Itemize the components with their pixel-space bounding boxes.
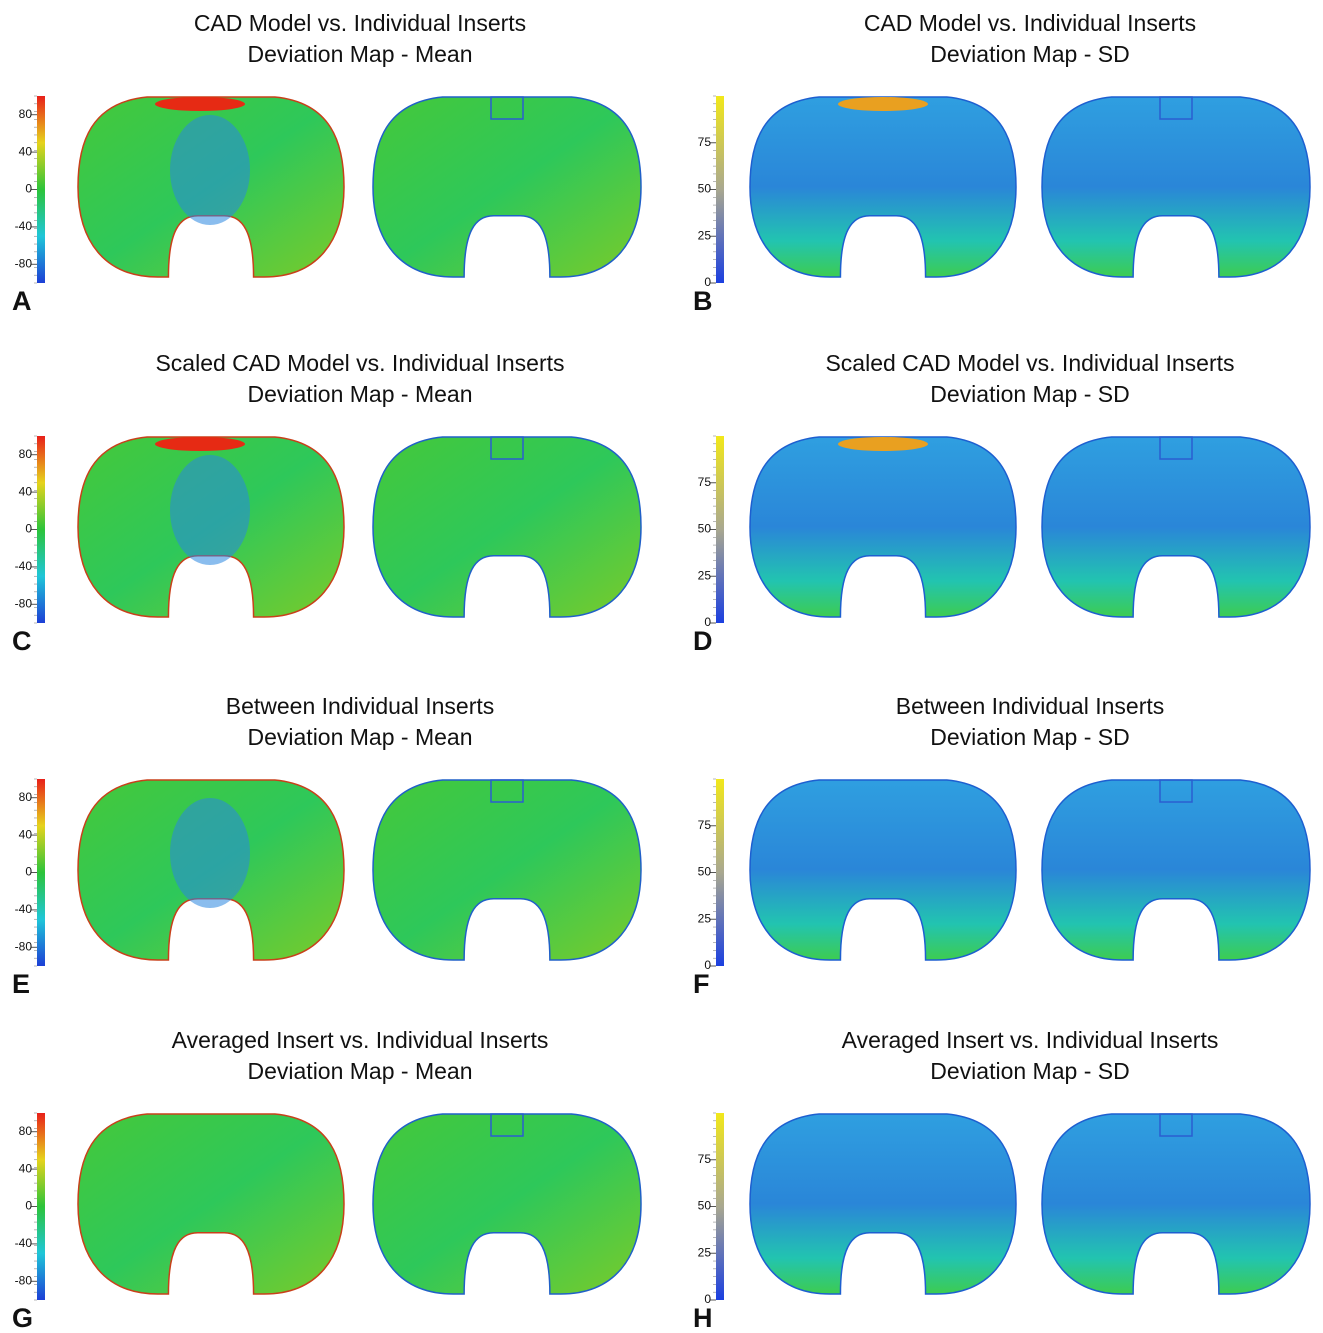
colorbar: [716, 1113, 724, 1300]
colorbar: [716, 96, 724, 283]
tick-label: 75: [698, 818, 712, 832]
tick-label: 75: [698, 475, 712, 489]
panel-label: E: [12, 969, 30, 999]
insert-map: [373, 780, 641, 960]
insert-map: [373, 97, 641, 277]
insert-map: [750, 97, 1016, 277]
insert-map: [1042, 97, 1310, 277]
panel-title: Between Individual Inserts: [226, 693, 495, 719]
panel: Scaled CAD Model vs. Individual Inserts D…: [693, 350, 1310, 656]
hot-spot: [838, 437, 928, 451]
panel-title: Deviation Map - Mean: [248, 724, 473, 750]
panel-title: CAD Model vs. Individual Inserts: [194, 10, 526, 36]
panel-title: Scaled CAD Model vs. Individual Inserts: [825, 350, 1234, 376]
panel-title: CAD Model vs. Individual Inserts: [864, 10, 1196, 36]
panel-title: Deviation Map - SD: [930, 41, 1129, 67]
tick-label: 0: [704, 958, 711, 972]
tick-label: -40: [15, 902, 33, 916]
tick-label: 25: [698, 228, 712, 242]
tick-label: -40: [15, 219, 33, 233]
tick-label: 40: [19, 827, 33, 841]
tick-label: 25: [698, 1245, 712, 1259]
panel-title: Averaged Insert vs. Individual Inserts: [842, 1027, 1219, 1053]
tick-label: 0: [25, 182, 32, 196]
colorbar: [716, 436, 724, 623]
tick-label: 80: [19, 1124, 33, 1138]
tick-label: 0: [704, 1292, 711, 1306]
panel-title: Scaled CAD Model vs. Individual Inserts: [155, 350, 564, 376]
panel: CAD Model vs. Individual Inserts Deviatio…: [12, 10, 641, 316]
panel-title: Deviation Map - SD: [930, 1058, 1129, 1084]
tick-label: 50: [698, 865, 712, 879]
tick-label: 50: [698, 182, 712, 196]
panel-title: Deviation Map - Mean: [248, 381, 473, 407]
tick-label: 50: [698, 522, 712, 536]
panel-label: B: [693, 286, 713, 316]
panel-label: D: [693, 626, 713, 656]
hot-spot: [838, 97, 928, 111]
colorbar: [37, 1113, 45, 1300]
tick-label: 50: [698, 1199, 712, 1213]
panel: CAD Model vs. Individual Inserts Deviatio…: [693, 10, 1310, 316]
colorbar: [716, 779, 724, 966]
panel-label: G: [12, 1303, 33, 1333]
low-zone: [170, 115, 250, 225]
tick-label: 80: [19, 447, 33, 461]
tick-label: -80: [15, 256, 33, 270]
tick-label: 40: [19, 484, 33, 498]
tick-label: -80: [15, 596, 33, 610]
tick-label: 75: [698, 135, 712, 149]
panel-label: A: [12, 286, 32, 316]
panel: Averaged Insert vs. Individual Inserts De…: [12, 1027, 641, 1333]
tick-label: 40: [19, 1161, 33, 1175]
insert-map: [373, 437, 641, 617]
panel: Between Individual Inserts Deviation Map …: [693, 693, 1310, 999]
panel: Scaled CAD Model vs. Individual Inserts D…: [12, 350, 641, 656]
hot-spot: [155, 97, 245, 111]
panel-title: Deviation Map - SD: [930, 381, 1129, 407]
tick-label: 40: [19, 144, 33, 158]
panel-title: Deviation Map - Mean: [248, 41, 473, 67]
tick-label: -40: [15, 1236, 33, 1250]
panel-title: Averaged Insert vs. Individual Inserts: [172, 1027, 549, 1053]
insert-map: [750, 780, 1016, 960]
insert-map: [373, 1114, 641, 1294]
tick-label: 0: [704, 615, 711, 629]
panel-label: C: [12, 626, 32, 656]
insert-map: [1042, 780, 1310, 960]
panel-title: Deviation Map - Mean: [248, 1058, 473, 1084]
panel: Between Individual Inserts Deviation Map …: [12, 693, 641, 999]
tick-label: 25: [698, 911, 712, 925]
panel: Averaged Insert vs. Individual Inserts De…: [693, 1027, 1310, 1333]
figure: CAD Model vs. Individual Inserts Deviatio…: [0, 0, 1323, 1333]
insert-map: [1042, 437, 1310, 617]
tick-label: 0: [25, 522, 32, 536]
panel-label: F: [693, 969, 710, 999]
insert-map: [750, 1114, 1016, 1294]
insert-map: [750, 437, 1016, 617]
panel-label: H: [693, 1303, 713, 1333]
insert-map: [1042, 1114, 1310, 1294]
panel-title: Deviation Map - SD: [930, 724, 1129, 750]
tick-label: 0: [25, 865, 32, 879]
colorbar: [37, 96, 45, 283]
tick-label: 75: [698, 1152, 712, 1166]
tick-label: 25: [698, 568, 712, 582]
tick-label: 0: [704, 275, 711, 289]
hot-spot: [155, 437, 245, 451]
low-zone: [170, 455, 250, 565]
colorbar: [37, 436, 45, 623]
colorbar: [37, 779, 45, 966]
tick-label: 0: [25, 1199, 32, 1213]
tick-label: -80: [15, 939, 33, 953]
tick-label: -80: [15, 1273, 33, 1287]
insert-map: [78, 1114, 344, 1294]
tick-label: -40: [15, 559, 33, 573]
tick-label: 80: [19, 790, 33, 804]
tick-label: 80: [19, 107, 33, 121]
panel-title: Between Individual Inserts: [896, 693, 1165, 719]
low-zone: [170, 798, 250, 908]
